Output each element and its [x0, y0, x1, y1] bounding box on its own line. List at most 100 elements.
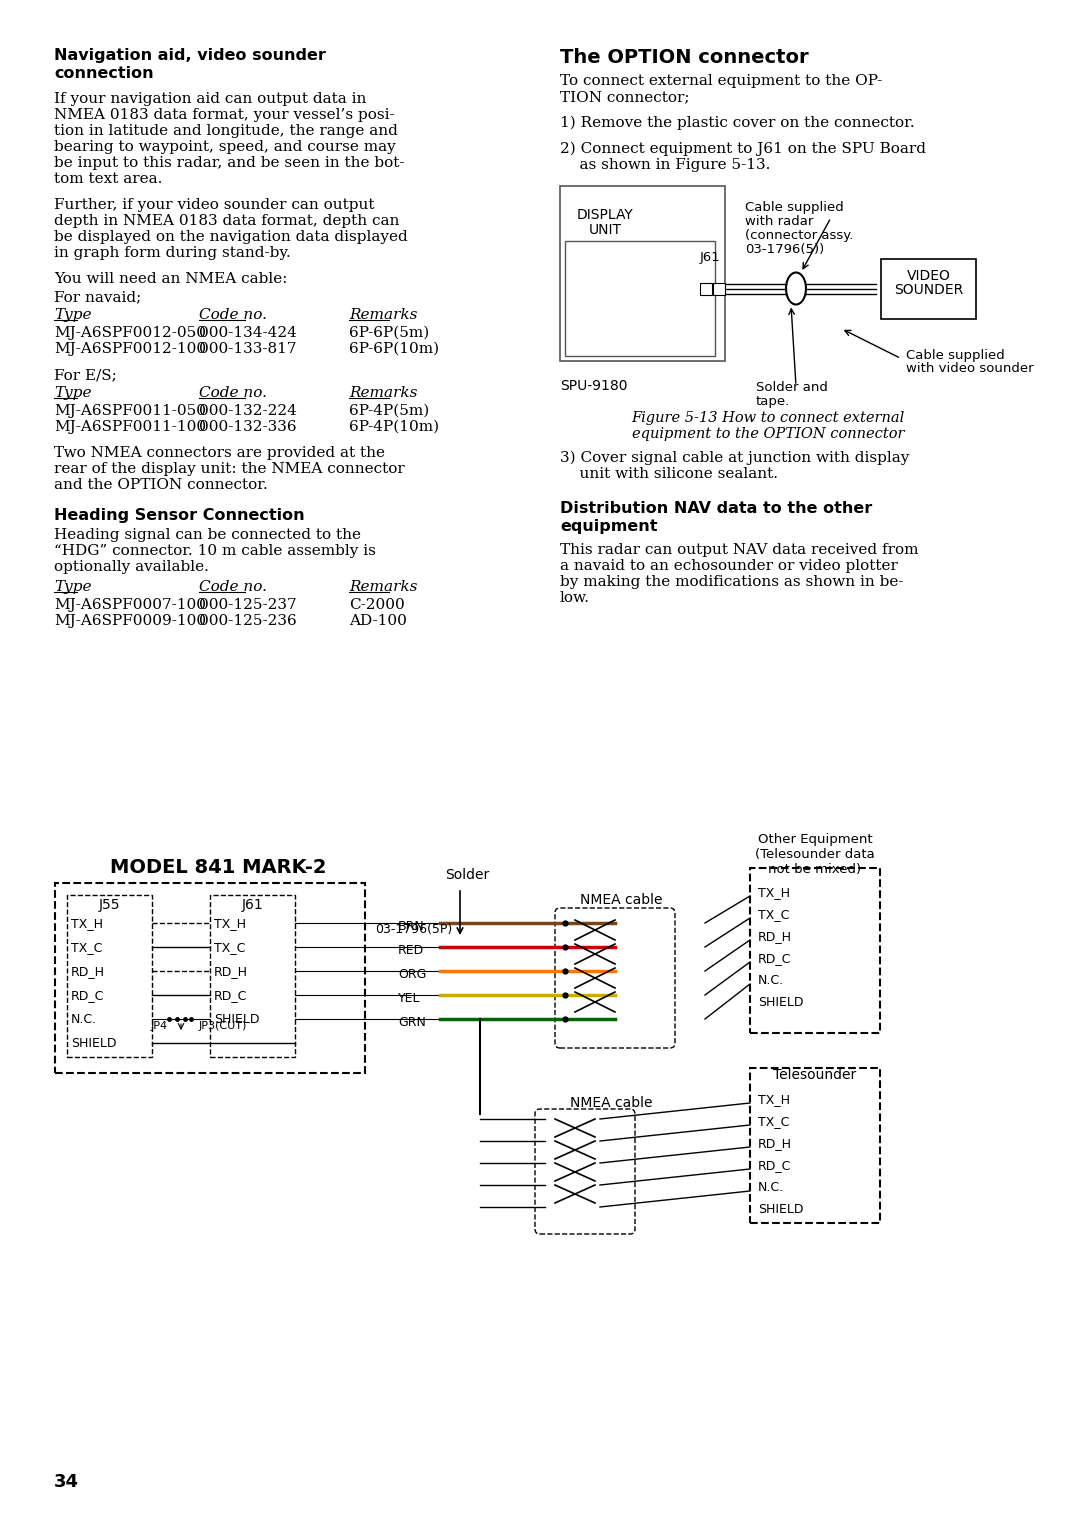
Bar [67, 895, 152, 1057]
Text: JP4: JP4 [150, 1021, 167, 1031]
Text: connection: connection [54, 66, 153, 81]
Text: as shown in Figure 5-13.: as shown in Figure 5-13. [561, 157, 770, 173]
Text: If your navigation aid can output data in: If your navigation aid can output data i… [54, 92, 366, 105]
Text: by making the modifications as shown in be-: by making the modifications as shown in … [561, 575, 904, 588]
Text: Type: Type [54, 309, 92, 322]
Text: 000-125-237: 000-125-237 [199, 597, 297, 613]
Text: Type: Type [54, 387, 92, 400]
Text: J61: J61 [700, 251, 720, 264]
Text: 6P-4P(5m): 6P-4P(5m) [349, 403, 429, 419]
Text: TX_C: TX_C [758, 1115, 789, 1128]
Text: Cable supplied: Cable supplied [906, 348, 1004, 362]
Text: Further, if your video sounder can output: Further, if your video sounder can outpu… [54, 199, 375, 212]
Text: MODEL 841 MARK-2: MODEL 841 MARK-2 [110, 859, 326, 877]
Text: in graph form during stand-by.: in graph form during stand-by. [54, 246, 291, 260]
Bar [561, 186, 725, 361]
Text: 000-132-336: 000-132-336 [199, 420, 297, 434]
Text: Cable supplied: Cable supplied [745, 202, 843, 214]
Text: Solder: Solder [445, 868, 489, 882]
Text: NMEA cable: NMEA cable [570, 1096, 652, 1109]
Bar [881, 258, 976, 318]
Text: RD_C: RD_C [758, 952, 792, 966]
Text: MJ-A6SPF0011-050: MJ-A6SPF0011-050 [54, 403, 206, 419]
Text: ORG: ORG [399, 969, 427, 981]
Text: 03-1796(5P): 03-1796(5P) [375, 923, 453, 937]
Text: Other Equipment: Other Equipment [758, 833, 873, 847]
Text: TX_H: TX_H [758, 886, 789, 898]
Text: Telesounder: Telesounder [773, 1068, 856, 1082]
Text: SHIELD: SHIELD [758, 996, 804, 1008]
Text: depth in NMEA 0183 data format, depth can: depth in NMEA 0183 data format, depth ca… [54, 214, 400, 228]
Text: a navaid to an echosounder or video plotter: a navaid to an echosounder or video plot… [561, 559, 897, 573]
Text: Distribution NAV data to the other: Distribution NAV data to the other [561, 501, 873, 516]
Text: JP3(CUT): JP3(CUT) [199, 1021, 247, 1031]
Text: 34: 34 [54, 1473, 79, 1491]
Text: TX_H: TX_H [214, 917, 246, 931]
Bar [700, 283, 712, 295]
Text: NMEA 0183 data format, your vessel’s posi-: NMEA 0183 data format, your vessel’s pos… [54, 108, 394, 122]
Text: J55: J55 [98, 898, 120, 912]
Text: (connector assy.: (connector assy. [745, 229, 853, 241]
Text: Figure 5-13 How to connect external: Figure 5-13 How to connect external [632, 411, 905, 425]
Text: “HDG” connector. 10 m cable assembly is: “HDG” connector. 10 m cable assembly is [54, 544, 376, 558]
Text: RD_C: RD_C [214, 989, 247, 1002]
Text: TX_C: TX_C [71, 941, 103, 953]
Text: Code no.: Code no. [199, 309, 267, 322]
Text: C-2000: C-2000 [349, 597, 405, 613]
Text: RD_C: RD_C [758, 1160, 792, 1172]
Text: Code no.: Code no. [199, 581, 267, 594]
Bar [750, 868, 880, 1033]
Text: 03-1796(5)): 03-1796(5)) [745, 243, 824, 257]
Text: MJ-A6SPF0009-100: MJ-A6SPF0009-100 [54, 614, 206, 628]
Text: RD_C: RD_C [71, 989, 105, 1002]
Text: 000-132-224: 000-132-224 [199, 403, 297, 419]
Bar [55, 883, 365, 1073]
Text: tion in latitude and longitude, the range and: tion in latitude and longitude, the rang… [54, 124, 397, 138]
Text: MJ-A6SPF0007-100: MJ-A6SPF0007-100 [54, 597, 206, 613]
Text: VIDEO: VIDEO [906, 269, 950, 283]
Text: TX_C: TX_C [214, 941, 245, 953]
Text: Code no.: Code no. [199, 387, 267, 400]
Text: DISPLAY: DISPLAY [577, 208, 633, 222]
Text: with radar: with radar [745, 215, 813, 228]
Text: RD_H: RD_H [214, 966, 248, 978]
Text: For E/S;: For E/S; [54, 368, 117, 382]
Text: N.C.: N.C. [758, 1181, 784, 1193]
Text: N.C.: N.C. [758, 973, 784, 987]
Text: 3) Cover signal cable at junction with display: 3) Cover signal cable at junction with d… [561, 451, 909, 466]
Bar [565, 241, 715, 356]
Text: 000-134-424: 000-134-424 [199, 325, 297, 341]
Text: NMEA cable: NMEA cable [580, 892, 662, 908]
Text: 6P-4P(10m): 6P-4P(10m) [349, 420, 440, 434]
Text: not be mixed): not be mixed) [769, 863, 862, 876]
Text: tom text area.: tom text area. [54, 173, 162, 186]
Text: equipment: equipment [561, 520, 658, 533]
Text: UNIT: UNIT [589, 223, 621, 237]
Text: AD-100: AD-100 [349, 614, 407, 628]
Text: MJ-A6SPF0012-100: MJ-A6SPF0012-100 [54, 342, 206, 356]
Text: Solder and: Solder and [756, 380, 828, 394]
Text: RD_H: RD_H [758, 931, 792, 943]
Text: The OPTION connector: The OPTION connector [561, 47, 809, 67]
Text: tape.: tape. [756, 396, 791, 408]
Bar [210, 895, 295, 1057]
Text: YEL: YEL [399, 992, 420, 1005]
Text: RED: RED [399, 944, 424, 957]
Text: with video sounder: with video sounder [906, 362, 1034, 376]
Text: Type: Type [54, 581, 92, 594]
Text: TX_H: TX_H [758, 1093, 789, 1106]
Text: rear of the display unit: the NMEA connector: rear of the display unit: the NMEA conne… [54, 461, 405, 477]
Text: J61: J61 [242, 898, 264, 912]
Text: optionally available.: optionally available. [54, 559, 208, 575]
Text: 2) Connect equipment to J61 on the SPU Board: 2) Connect equipment to J61 on the SPU B… [561, 142, 926, 156]
Text: be input to this radar, and be seen in the bot-: be input to this radar, and be seen in t… [54, 156, 405, 170]
Text: TX_C: TX_C [758, 908, 789, 921]
Text: RD_H: RD_H [758, 1137, 792, 1151]
Text: To connect external equipment to the OP-: To connect external equipment to the OP- [561, 73, 882, 89]
Text: SHIELD: SHIELD [214, 1013, 259, 1025]
Text: TION connector;: TION connector; [561, 90, 689, 104]
Text: You will need an NMEA cable:: You will need an NMEA cable: [54, 272, 287, 286]
Text: Remarks: Remarks [349, 309, 418, 322]
Text: N.C.: N.C. [71, 1013, 97, 1025]
Text: low.: low. [561, 591, 590, 605]
